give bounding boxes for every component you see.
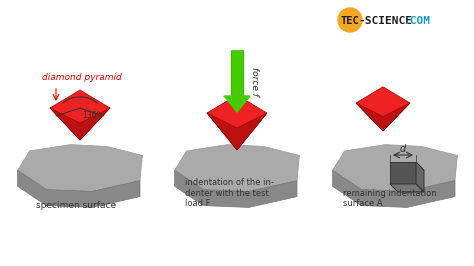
Polygon shape <box>390 162 416 184</box>
Circle shape <box>338 8 362 32</box>
Polygon shape <box>207 95 267 128</box>
Text: .COM: .COM <box>403 16 430 26</box>
Polygon shape <box>174 145 300 192</box>
Polygon shape <box>207 113 267 150</box>
Polygon shape <box>80 108 110 140</box>
Polygon shape <box>50 90 110 123</box>
Polygon shape <box>174 170 297 207</box>
Polygon shape <box>333 145 457 192</box>
Polygon shape <box>333 170 455 207</box>
Polygon shape <box>383 103 410 131</box>
Polygon shape <box>237 113 267 150</box>
Text: d: d <box>400 144 406 154</box>
Text: remaining indentation
surface A: remaining indentation surface A <box>343 189 437 208</box>
Polygon shape <box>224 96 250 112</box>
Polygon shape <box>356 87 410 117</box>
Polygon shape <box>416 162 424 192</box>
Polygon shape <box>356 103 410 131</box>
Polygon shape <box>207 113 237 150</box>
Text: TEC: TEC <box>341 16 359 26</box>
Polygon shape <box>390 184 424 192</box>
Polygon shape <box>18 145 142 192</box>
Text: indentation of the in-
denter with the test
load F: indentation of the in- denter with the t… <box>185 178 274 208</box>
Polygon shape <box>18 170 140 207</box>
Text: force f: force f <box>250 66 259 95</box>
Polygon shape <box>356 103 383 131</box>
Text: -SCIENCE: -SCIENCE <box>358 16 412 26</box>
Polygon shape <box>50 108 110 140</box>
Text: 136°: 136° <box>82 111 100 120</box>
Text: specimen surface: specimen surface <box>36 201 116 210</box>
Polygon shape <box>50 108 80 140</box>
Text: diamond pyramid: diamond pyramid <box>42 73 122 82</box>
